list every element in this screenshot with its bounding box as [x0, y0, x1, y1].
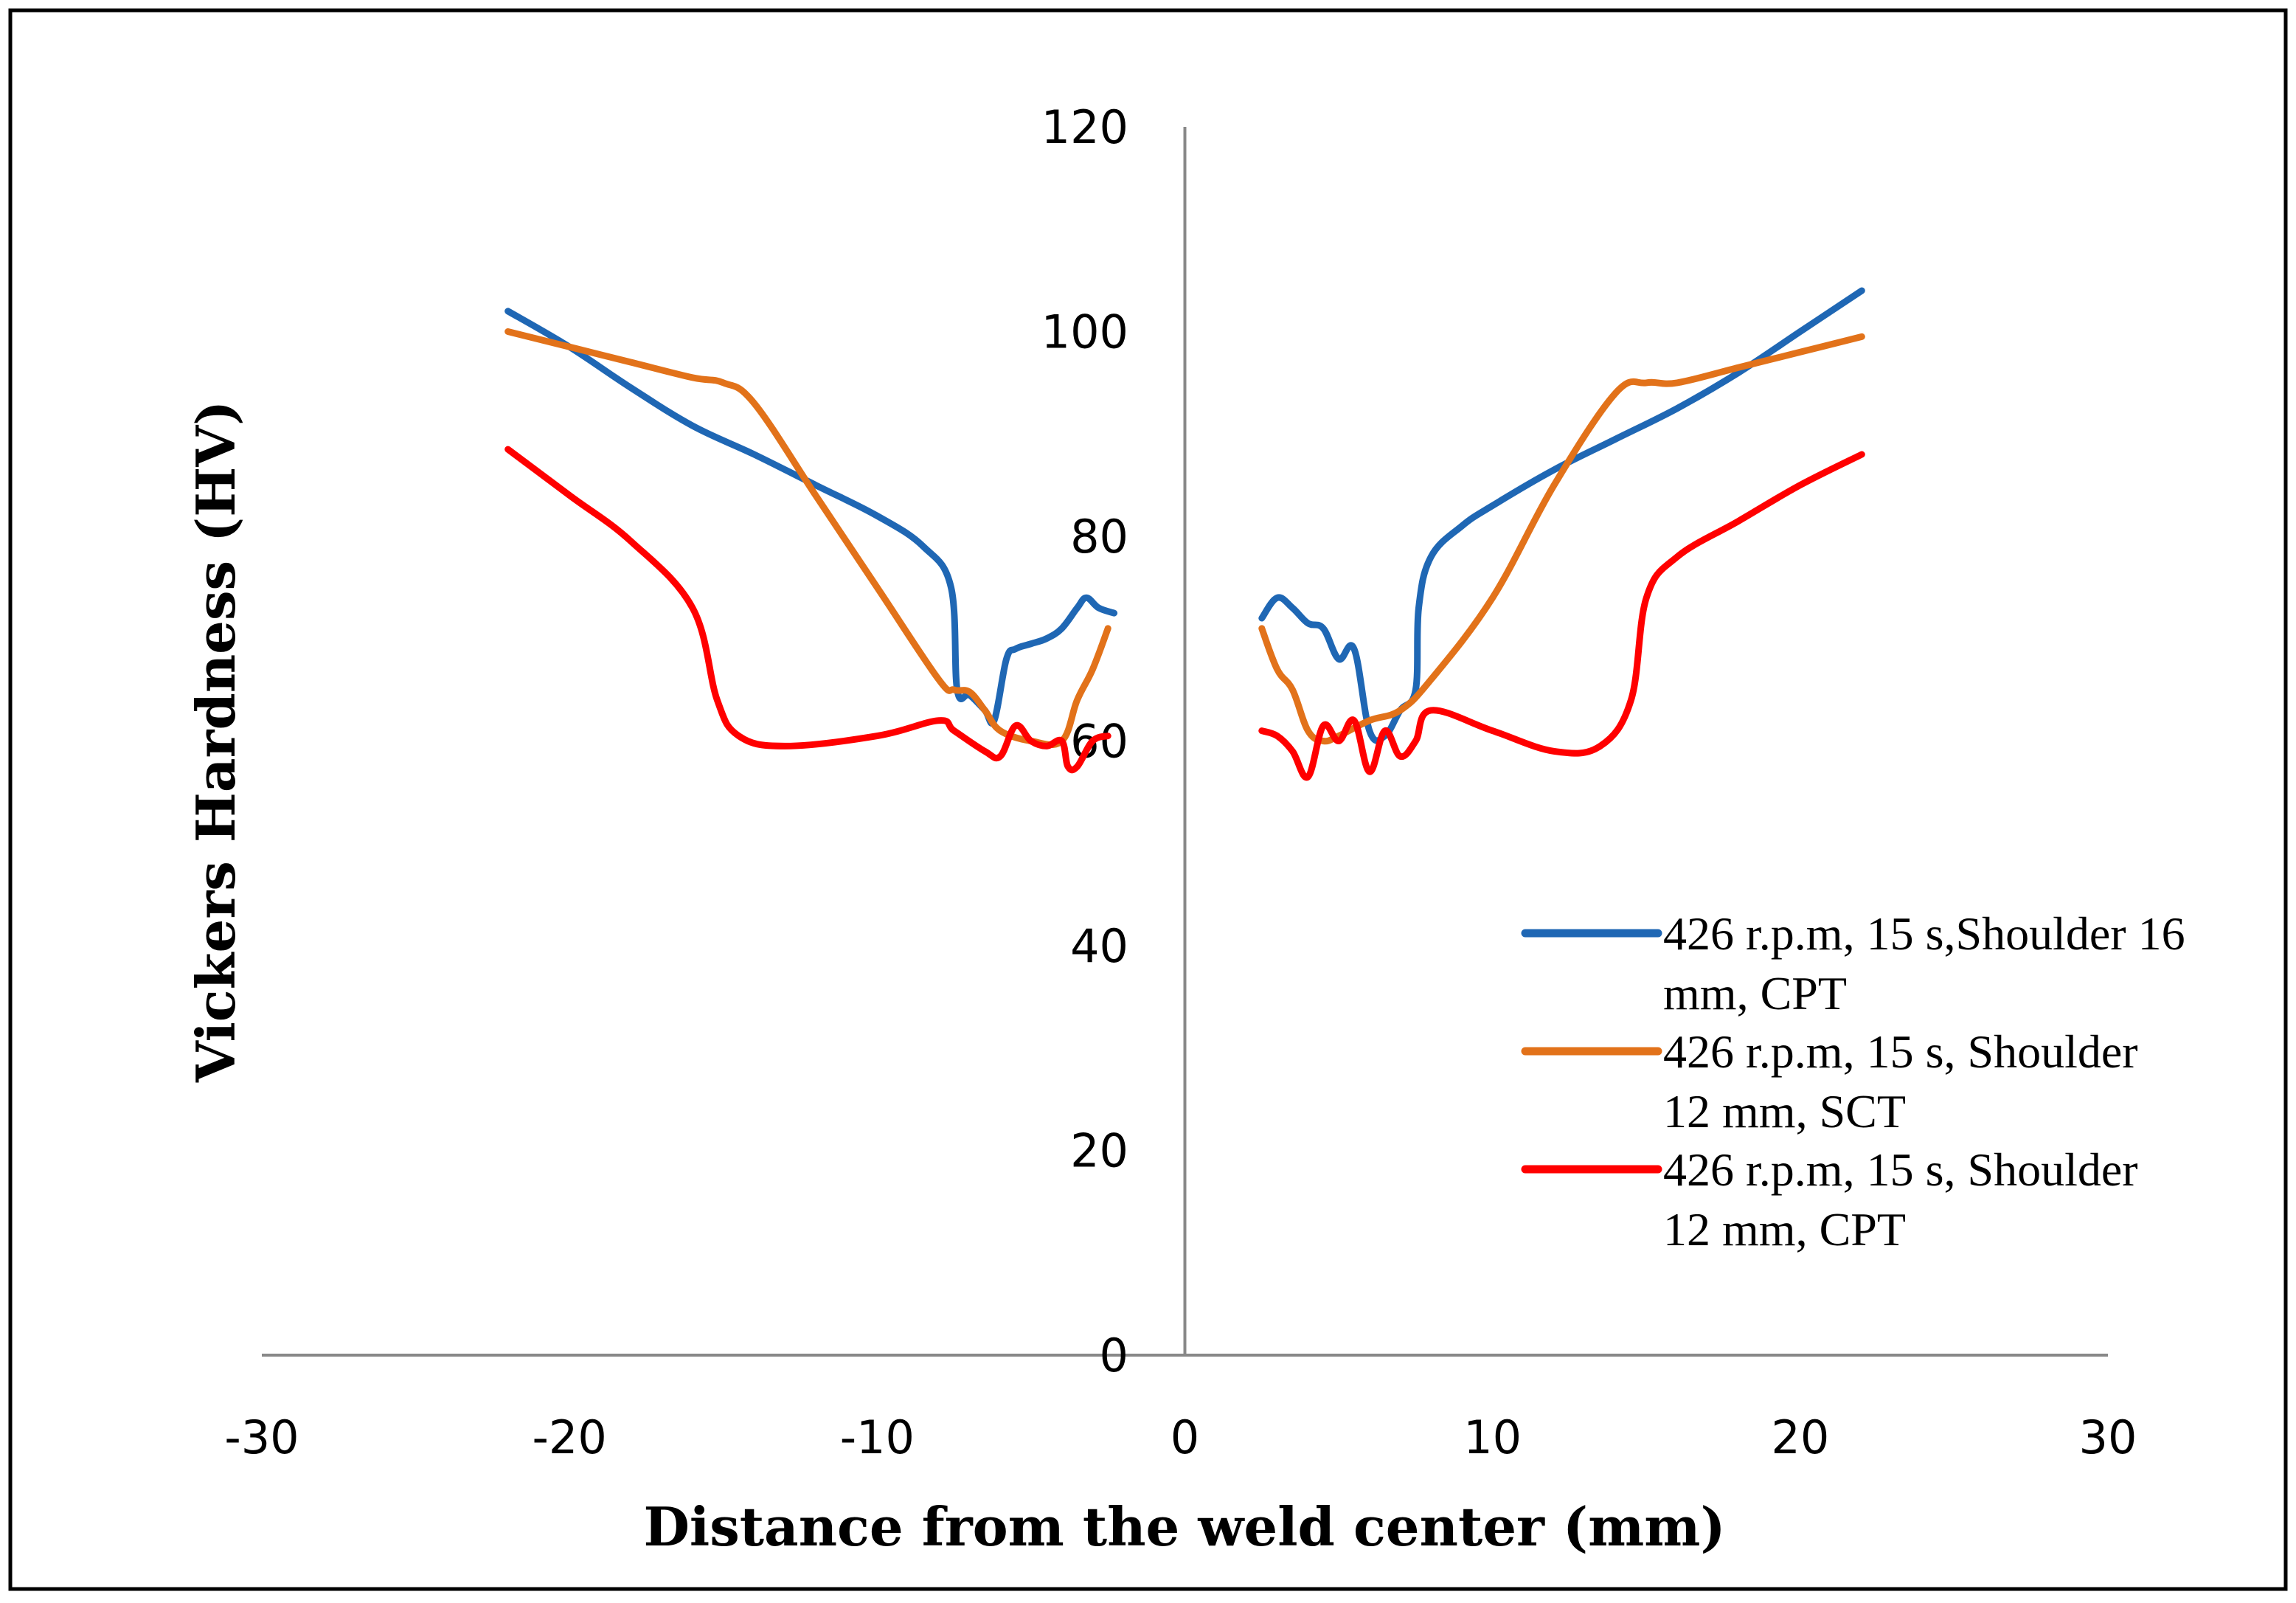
series-line-3-segment-1 [504, 446, 1111, 774]
legend-label-line: 426 r.p.m, 15 s, Shoulder [1663, 1143, 2138, 1196]
series-line-3-segment-2 [1258, 451, 1865, 781]
x-tick-label: 0 [1170, 1410, 1199, 1464]
y-tick-label: 20 [1070, 1124, 1128, 1178]
x-tick-label: -20 [533, 1410, 607, 1464]
series-line-2-segment-2 [1258, 333, 1865, 745]
x-tick-label: 30 [2079, 1410, 2137, 1464]
legend-label-1: 426 r.p.m, 15 s,Shoulder 16 mm, CPT [1663, 907, 2185, 1019]
x-axis-title: Distance from the weld center (mm) [643, 1495, 1725, 1558]
legend-label-line: 12 mm, SCT [1663, 1085, 1906, 1138]
x-tick-label: 10 [1463, 1410, 1522, 1464]
y-tick-label: 120 [1041, 100, 1128, 154]
legend-label-2: 426 r.p.m, 15 s, Shoulder 12 mm, SCT [1663, 1025, 2138, 1138]
legend-label-line: 12 mm, CPT [1663, 1203, 1906, 1256]
y-tick-label: 100 [1041, 305, 1128, 359]
legend-label-line: mm, CPT [1663, 967, 1847, 1019]
series-line-1-segment-1 [504, 308, 1118, 727]
legend-label-3: 426 r.p.m, 15 s, Shoulder 12 mm, CPT [1663, 1143, 2138, 1256]
series-lines [504, 287, 1865, 781]
chart-border [8, 8, 2288, 1591]
legend-label-line: 426 r.p.m, 15 s,Shoulder 16 [1663, 907, 2185, 960]
x-tick-label: -30 [224, 1410, 299, 1464]
y-tick-label: 40 [1070, 919, 1128, 973]
x-tick-label: 20 [1771, 1410, 1829, 1464]
x-tick-label: -10 [840, 1410, 915, 1464]
y-tick-label: 80 [1070, 510, 1128, 564]
y-tick-label: 0 [1100, 1329, 1128, 1382]
series-line-1-segment-2 [1258, 287, 1865, 744]
y-axis-title: Vickers Hardness (HV) [184, 401, 247, 1083]
legend-label-line: 426 r.p.m, 15 s, Shoulder [1663, 1025, 2138, 1078]
